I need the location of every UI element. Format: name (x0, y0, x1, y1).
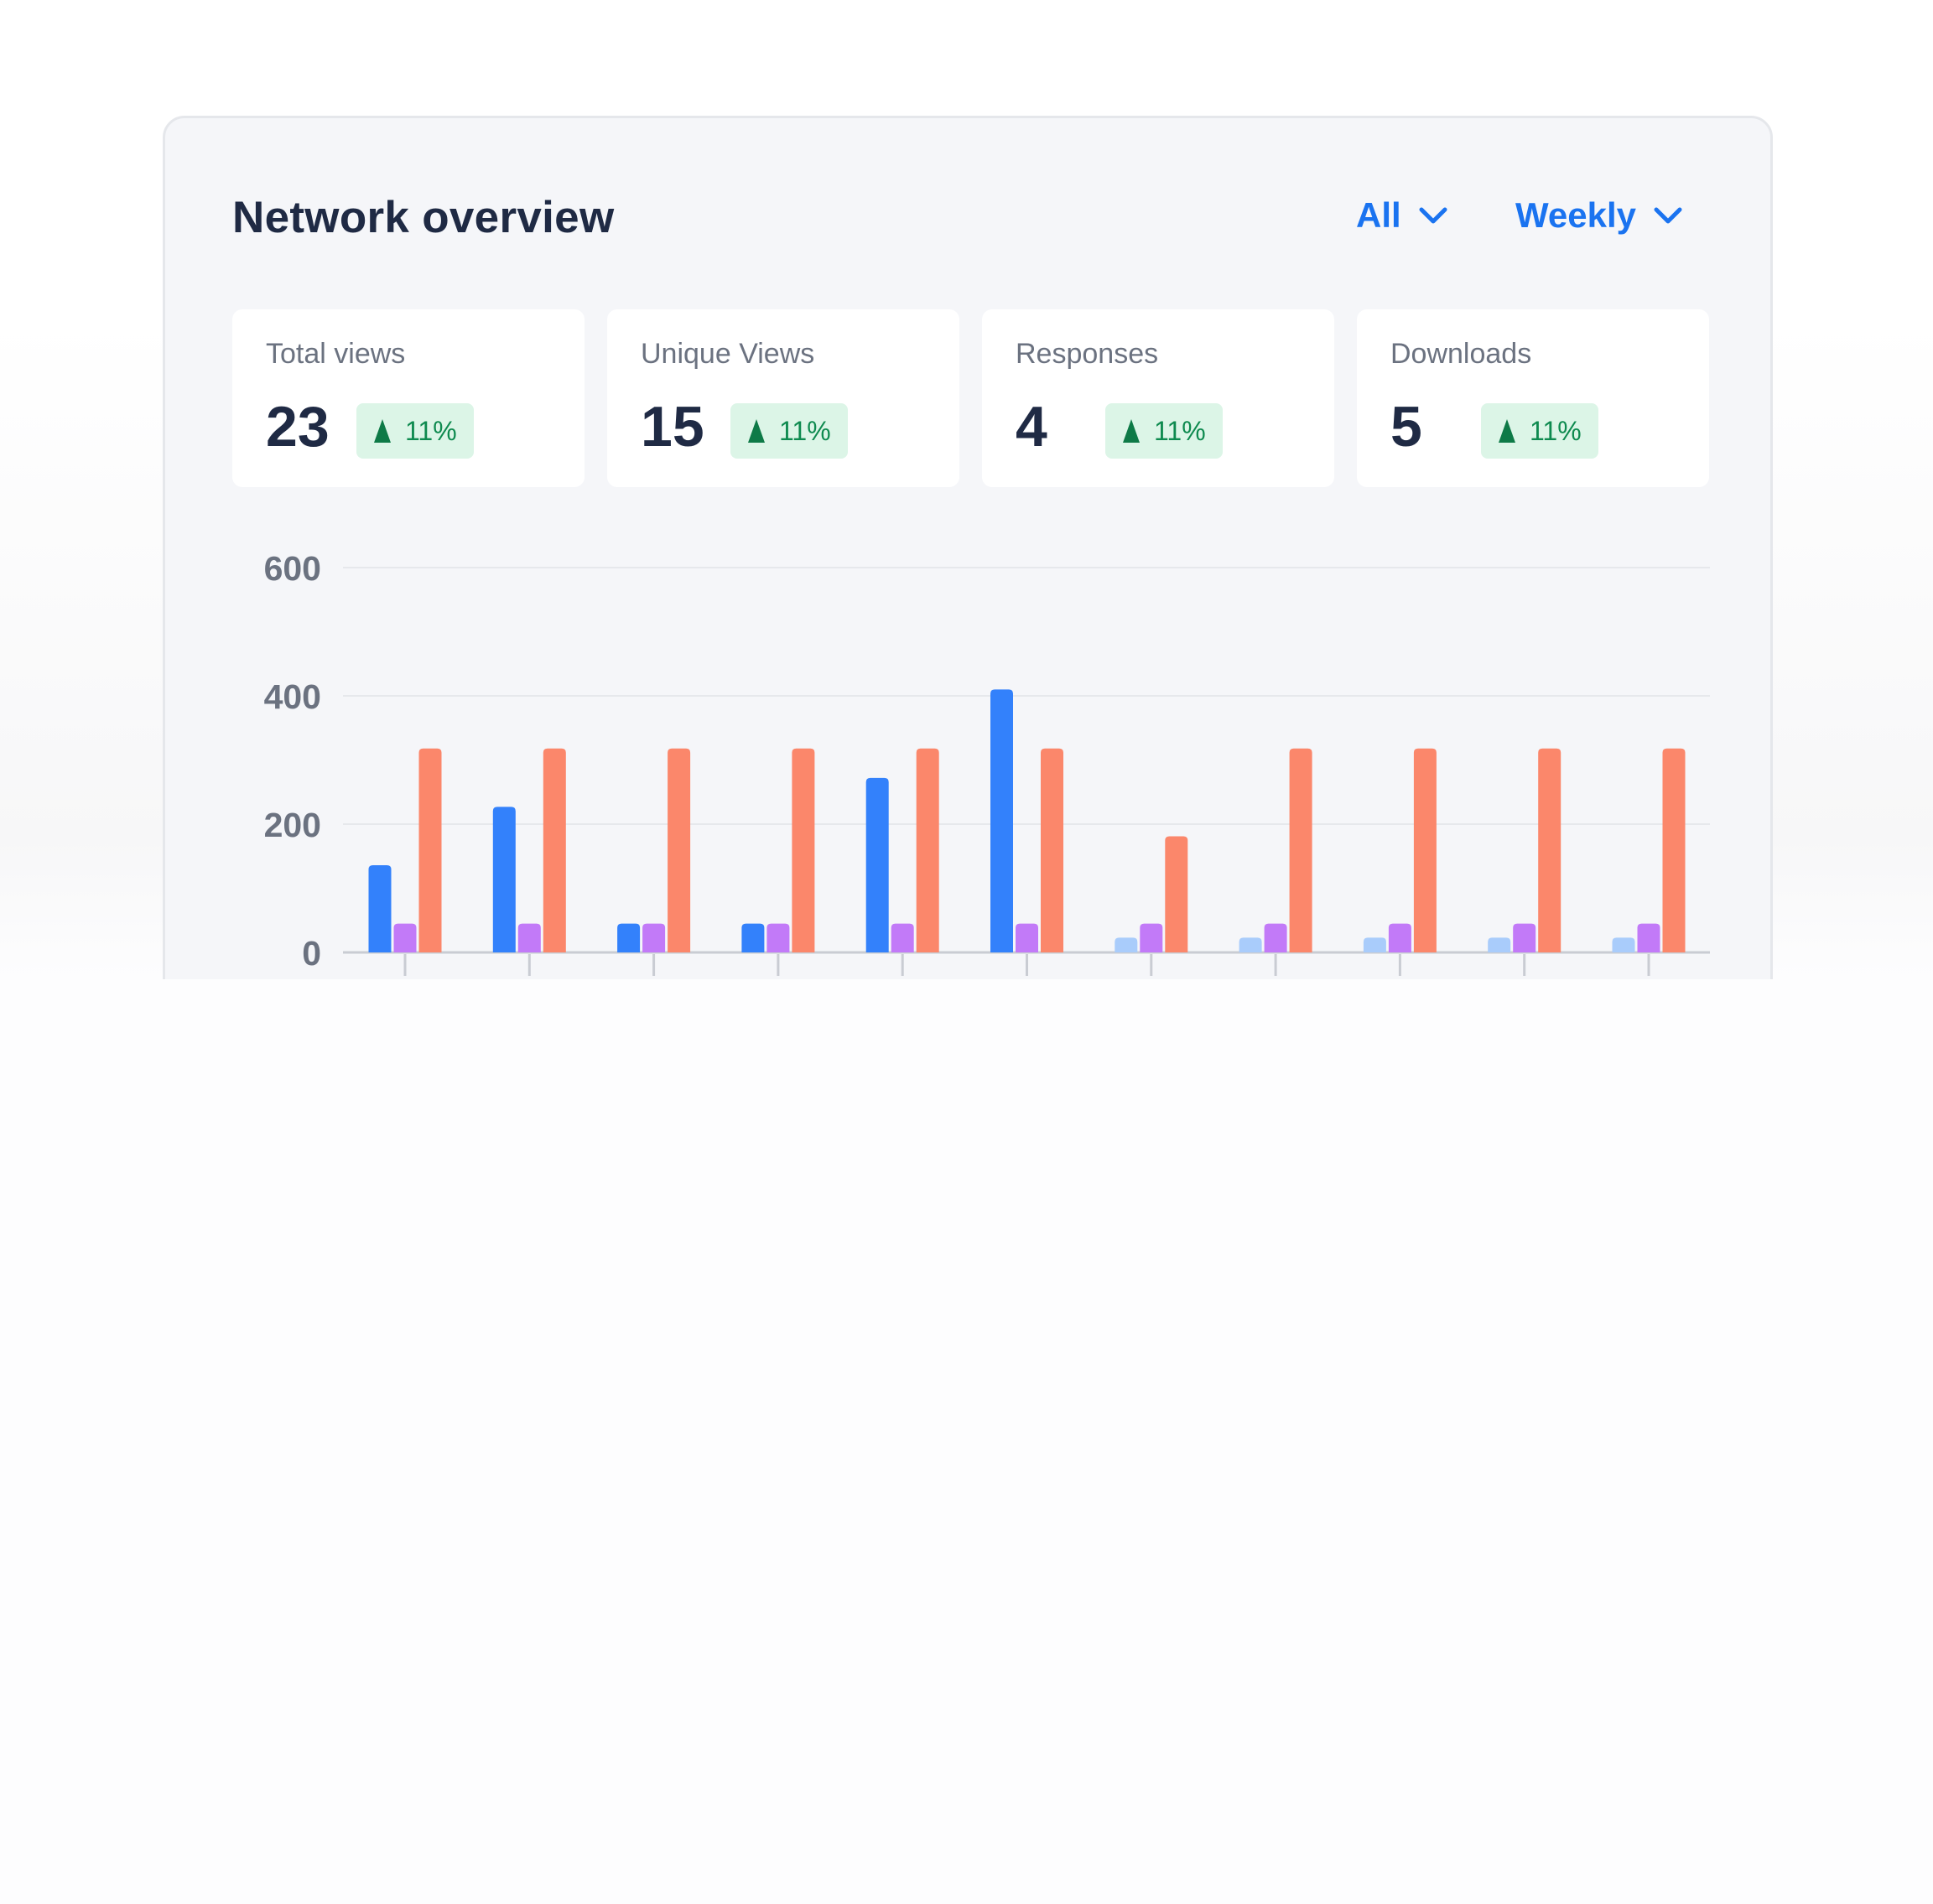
bar (1041, 748, 1063, 952)
bar (766, 923, 790, 952)
filter-all-label: All (1356, 195, 1401, 235)
bar (517, 923, 541, 952)
change-badge: 11% (1481, 403, 1598, 459)
stat-card-total-views: Total views 23 11% (232, 309, 585, 487)
bar (1016, 923, 1038, 952)
change-value: 11% (1530, 415, 1582, 446)
viewport: Network overview All Weekly Total views … (163, 116, 1773, 979)
filter-all-dropdown[interactable]: All (1356, 195, 1448, 236)
bar (1239, 937, 1262, 952)
stat-card-responses: Responses 4 11% (982, 309, 1334, 487)
stat-label: Total views (266, 338, 406, 370)
bar (1637, 923, 1660, 952)
bar-chart: 600 400 200 0 (264, 549, 1710, 976)
network-overview-card: Network overview All Weekly Total views … (163, 116, 1773, 979)
y-tick-label: 200 (264, 806, 321, 844)
bar (1363, 937, 1386, 952)
stat-value: 23 (266, 395, 330, 459)
change-badge: 11% (1105, 403, 1223, 459)
bar (1388, 923, 1411, 952)
bar (543, 748, 566, 952)
stat-value: 15 (641, 395, 704, 459)
bar (617, 923, 641, 952)
bar (1612, 937, 1635, 952)
triangle-up-icon (373, 418, 392, 444)
bar (792, 748, 815, 952)
stat-label: Unique Views (641, 338, 815, 370)
bar (1513, 923, 1536, 952)
triangle-up-icon (1122, 418, 1141, 444)
y-tick-label: 400 (264, 677, 321, 716)
bar (418, 748, 442, 952)
bar (1264, 923, 1287, 952)
stat-value: 5 (1390, 395, 1422, 459)
change-value: 11% (405, 415, 457, 446)
bar (1488, 937, 1511, 952)
bar (865, 777, 889, 952)
bar (492, 807, 516, 952)
stat-label: Downloads (1390, 338, 1532, 370)
filter-weekly-dropdown[interactable]: Weekly (1515, 195, 1683, 236)
chevron-down-icon (1653, 205, 1683, 226)
bar (1140, 923, 1163, 952)
bar (1165, 836, 1188, 952)
bar (1115, 937, 1138, 952)
bar (1413, 748, 1437, 952)
stat-value: 4 (1016, 395, 1047, 459)
chevron-down-icon (1418, 205, 1448, 226)
change-value: 11% (779, 415, 831, 446)
bar (916, 748, 939, 952)
stat-label: Responses (1016, 338, 1159, 370)
stat-card-downloads: Downloads 5 11% (1357, 309, 1709, 487)
bar (891, 923, 914, 952)
triangle-up-icon (747, 418, 766, 444)
change-value: 11% (1154, 415, 1206, 446)
y-tick-label: 0 (302, 934, 321, 973)
bar (642, 923, 666, 952)
change-badge: 11% (356, 403, 474, 459)
filter-weekly-label: Weekly (1515, 195, 1636, 235)
change-badge: 11% (730, 403, 848, 459)
page-title: Network overview (232, 193, 615, 242)
bar (1662, 748, 1686, 952)
bar (1538, 748, 1561, 952)
triangle-up-icon (1498, 418, 1516, 444)
bar (990, 689, 1013, 952)
bar (1289, 748, 1312, 952)
stat-card-unique-views: Unique Views 15 11% (607, 309, 959, 487)
y-tick-label: 600 (264, 549, 321, 588)
bar (393, 923, 417, 952)
bar (668, 748, 691, 952)
bar (368, 864, 392, 952)
bar (741, 923, 765, 952)
